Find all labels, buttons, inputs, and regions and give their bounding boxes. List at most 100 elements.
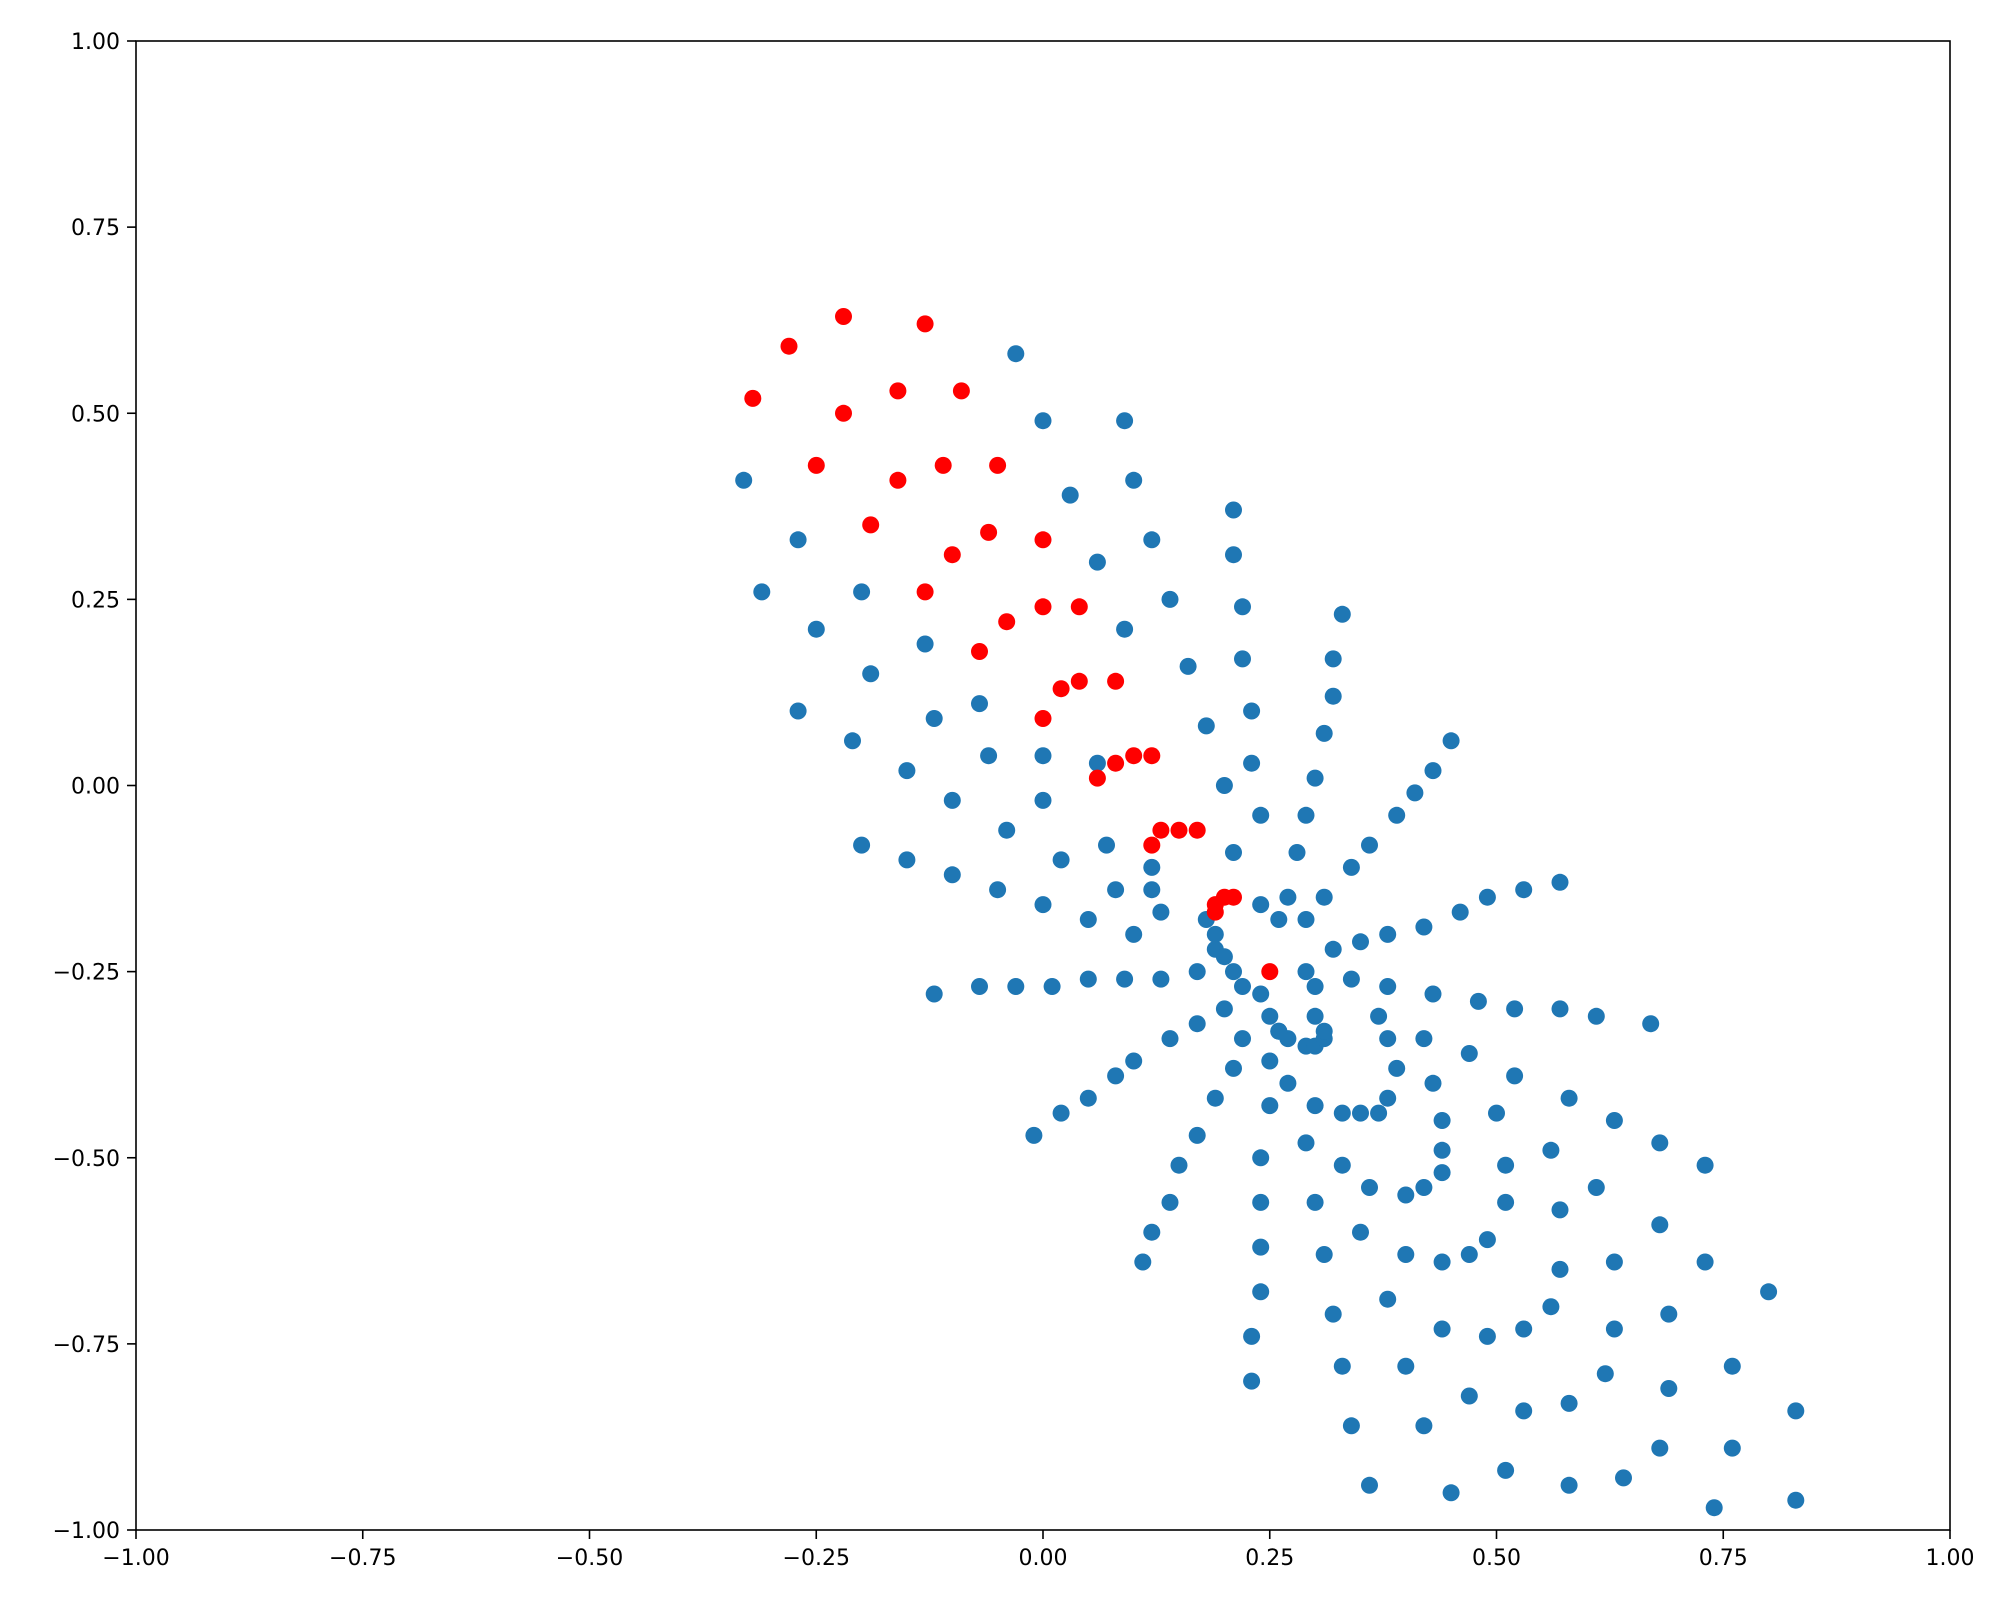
scatter-point bbox=[1143, 1223, 1161, 1241]
scatter-point bbox=[1497, 1156, 1515, 1174]
scatter-point bbox=[1125, 925, 1143, 943]
scatter-point bbox=[980, 747, 998, 765]
scatter-point bbox=[1787, 1402, 1805, 1420]
scatter-point bbox=[1506, 1000, 1524, 1018]
scatter-point bbox=[1352, 1104, 1369, 1122]
scatter-point bbox=[1107, 672, 1125, 690]
scatter-point bbox=[1206, 925, 1224, 943]
scatter-point bbox=[1324, 940, 1342, 958]
scatter-point bbox=[1642, 1015, 1660, 1033]
y-tick-label: −0.75 bbox=[53, 1333, 120, 1358]
scatter-point bbox=[971, 643, 988, 660]
scatter-point bbox=[780, 337, 798, 355]
scatter-point bbox=[1497, 1193, 1515, 1211]
scatter-point bbox=[1297, 806, 1315, 824]
scatter-point bbox=[1261, 1097, 1279, 1115]
scatter-point bbox=[1723, 1357, 1741, 1375]
scatter-point bbox=[1125, 471, 1143, 489]
scatter-point bbox=[1315, 1022, 1333, 1040]
scatter-point bbox=[1342, 970, 1360, 988]
x-tick-label: −0.25 bbox=[783, 1546, 850, 1571]
y-tick-label: −1.00 bbox=[53, 1519, 120, 1544]
scatter-point bbox=[844, 732, 861, 750]
scatter-point bbox=[1342, 858, 1360, 876]
scatter-point bbox=[1397, 1186, 1415, 1204]
scatter-point bbox=[1088, 769, 1106, 787]
scatter-point bbox=[1379, 925, 1397, 943]
scatter-point bbox=[1406, 784, 1424, 802]
scatter-point bbox=[1342, 1417, 1360, 1435]
scatter-point bbox=[1297, 963, 1315, 981]
scatter-point bbox=[1442, 732, 1460, 750]
scatter-point bbox=[1433, 1141, 1451, 1159]
scatter-point bbox=[1424, 985, 1442, 1003]
scatter-point bbox=[1152, 970, 1170, 988]
scatter-point bbox=[1605, 1253, 1623, 1271]
scatter-point bbox=[1696, 1156, 1714, 1174]
scatter-point bbox=[1034, 598, 1052, 616]
scatter-point bbox=[1143, 531, 1161, 549]
scatter-point bbox=[1197, 717, 1215, 735]
scatter-point bbox=[1587, 1007, 1605, 1025]
scatter-point bbox=[1333, 1156, 1351, 1174]
scatter-point bbox=[1052, 680, 1070, 698]
scatter-point bbox=[989, 456, 1007, 474]
scatter-point bbox=[1225, 888, 1242, 906]
scatter-point bbox=[1361, 1476, 1378, 1494]
scatter-point bbox=[1061, 486, 1079, 504]
scatter-point bbox=[1787, 1491, 1805, 1509]
scatter-point bbox=[1288, 844, 1306, 861]
scatter-point bbox=[1034, 896, 1052, 914]
scatter-point bbox=[1460, 1387, 1478, 1405]
scatter-point bbox=[1234, 598, 1251, 616]
scatter-point bbox=[1179, 657, 1197, 675]
scatter-point bbox=[916, 315, 934, 333]
scatter-point bbox=[1134, 1253, 1152, 1271]
scatter-point bbox=[1515, 1320, 1533, 1338]
scatter-point bbox=[1460, 1045, 1478, 1062]
scatter-point bbox=[1225, 963, 1242, 981]
scatter-point bbox=[1079, 1089, 1097, 1107]
scatter-point bbox=[971, 978, 988, 995]
x-tick-label: 0.50 bbox=[1472, 1546, 1521, 1571]
scatter-point bbox=[1370, 1007, 1388, 1025]
scatter-point bbox=[1143, 747, 1161, 765]
scatter-point bbox=[1025, 1126, 1043, 1144]
scatter-point bbox=[1034, 791, 1052, 809]
scatter-point bbox=[1324, 650, 1342, 668]
scatter-point bbox=[1615, 1469, 1632, 1487]
scatter-point bbox=[1397, 1357, 1415, 1375]
scatter-point bbox=[916, 583, 934, 601]
scatter-point bbox=[1125, 747, 1143, 765]
scatter-point bbox=[1551, 1000, 1569, 1018]
scatter-point bbox=[1324, 1305, 1342, 1323]
scatter-point bbox=[789, 531, 807, 549]
scatter-point bbox=[1234, 650, 1251, 668]
scatter-point bbox=[1497, 1461, 1515, 1479]
scatter-point bbox=[1243, 1327, 1261, 1345]
scatter-point bbox=[1116, 412, 1134, 430]
scatter-point bbox=[989, 881, 1007, 899]
scatter-point bbox=[1215, 1000, 1233, 1018]
scatter-point bbox=[1225, 1059, 1242, 1077]
scatter-point bbox=[1261, 1052, 1279, 1070]
scatter-point bbox=[1488, 1104, 1505, 1122]
scatter-point bbox=[1379, 1290, 1397, 1308]
scatter-point bbox=[1188, 1126, 1206, 1144]
scatter-point bbox=[1225, 844, 1242, 861]
scatter-point bbox=[1723, 1439, 1741, 1457]
scatter-point bbox=[1107, 754, 1125, 772]
scatter-point bbox=[1478, 1327, 1496, 1345]
scatter-point bbox=[1152, 903, 1170, 921]
scatter-point bbox=[1515, 1402, 1533, 1420]
scatter-point bbox=[1034, 747, 1052, 765]
scatter-point bbox=[1306, 1097, 1324, 1115]
scatter-point bbox=[1560, 1476, 1578, 1494]
y-tick-label: 0.50 bbox=[71, 402, 120, 427]
scatter-point bbox=[1596, 1365, 1614, 1383]
points-layer bbox=[735, 308, 1805, 1517]
scatter-point bbox=[1361, 1179, 1378, 1196]
scatter-point bbox=[1252, 1238, 1270, 1256]
scatter-point bbox=[1152, 821, 1170, 839]
